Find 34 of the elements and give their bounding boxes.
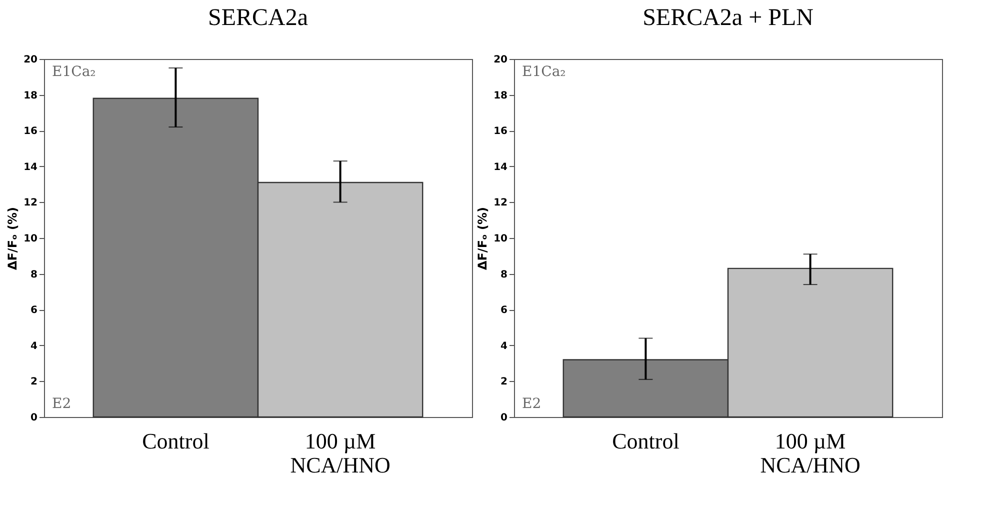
y-tick-label: 16: [494, 126, 508, 138]
y-tick-label: 4: [30, 340, 38, 352]
y-tick-label: 10: [494, 234, 508, 244]
y-tick-label: 6: [500, 305, 508, 316]
y-tick-label: 2: [30, 376, 38, 388]
y-tick-label: 12: [24, 198, 38, 209]
x-tick-label: Control: [142, 428, 210, 454]
y-tick-label: 8: [30, 269, 38, 280]
annotation: E1Ca₂: [52, 64, 96, 80]
y-tick-label: 16: [24, 126, 38, 138]
annotation: E2: [522, 396, 542, 412]
annotation: E1Ca₂: [522, 64, 566, 80]
y-tick-label: 20: [24, 54, 38, 66]
y-tick-label: 2: [500, 376, 508, 388]
y-tick-label: 18: [494, 90, 508, 102]
annotation: E2: [52, 396, 72, 412]
chart-title: SERCA2a + PLN: [642, 5, 814, 31]
y-tick-label: 18: [24, 90, 38, 102]
y-axis-title: ΔF/Fₒ (%): [6, 206, 20, 270]
x-tick-label: 100 µM NCA/HNO: [290, 428, 390, 478]
chart-title: SERCA2a: [208, 5, 308, 31]
y-tick-label: 6: [30, 305, 38, 316]
y-tick-label: 4: [500, 340, 508, 352]
x-tick-label: 100 µM NCA/HNO: [760, 428, 860, 478]
y-tick-label: 8: [500, 269, 508, 280]
y-tick-label: 14: [24, 162, 38, 173]
y-tick-label: 0: [500, 412, 508, 424]
y-axis-title: ΔF/Fₒ (%): [476, 206, 490, 270]
y-tick-label: 20: [494, 54, 508, 66]
x-tick-label: Control: [612, 428, 680, 454]
y-tick-label: 12: [494, 198, 508, 209]
y-tick-label: 14: [494, 162, 508, 173]
y-tick-label: 10: [24, 234, 38, 244]
y-tick-label: 0: [30, 412, 38, 424]
